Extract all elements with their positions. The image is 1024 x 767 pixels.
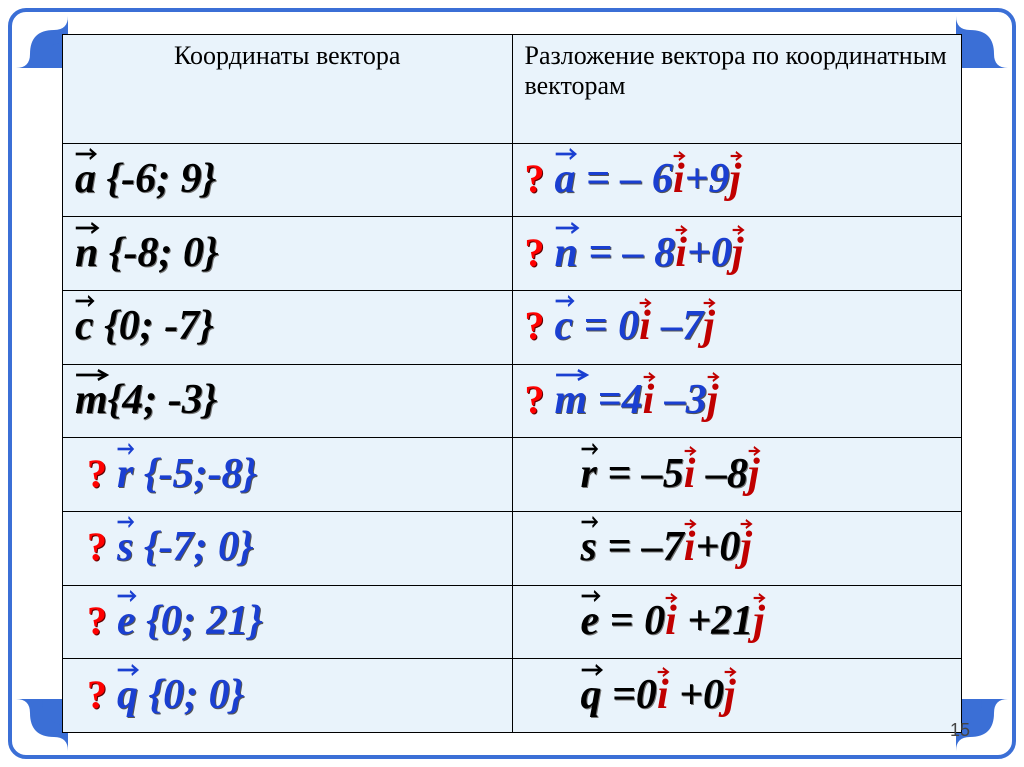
coord-cell: ? e {0; 21} [63,585,513,659]
coord-cell: ? q {0; 0} [63,659,513,733]
coord-cell: c {0; -7} [63,290,513,364]
vector-table: Координаты вектора Разложение вектора по… [62,34,962,733]
header-left: Координаты вектора [63,35,513,144]
header-right: Разложение вектора по координатным векто… [512,35,962,144]
decomp-cell: ? n = – 8 i+0 j [512,217,962,291]
coord-cell: m{4; -3} [63,364,513,438]
coord-cell: ? r {-5;-8} [63,438,513,512]
page-number: 15 [950,720,970,741]
corner-decoration [16,16,68,68]
corner-decoration [956,16,1008,68]
decomp-cell: ? c = 0 i –7 j [512,290,962,364]
decomp-cell: ? a = – 6 i+9 j [512,143,962,217]
corner-decoration [16,699,68,751]
decomp-cell: r = –5 i –8 j [512,438,962,512]
coord-cell: n {-8; 0} [63,217,513,291]
decomp-cell: s = –7 i+0 j [512,511,962,585]
decomp-cell: e = 0 i +21 j [512,585,962,659]
table-panel: Координаты вектора Разложение вектора по… [62,34,962,733]
slide-frame: Координаты вектора Разложение вектора по… [8,8,1016,759]
coord-cell: a {-6; 9} [63,143,513,217]
decomp-cell: ? m =4 i –3 j [512,364,962,438]
coord-cell: ? s {-7; 0} [63,511,513,585]
decomp-cell: q =0 i +0 j [512,659,962,733]
